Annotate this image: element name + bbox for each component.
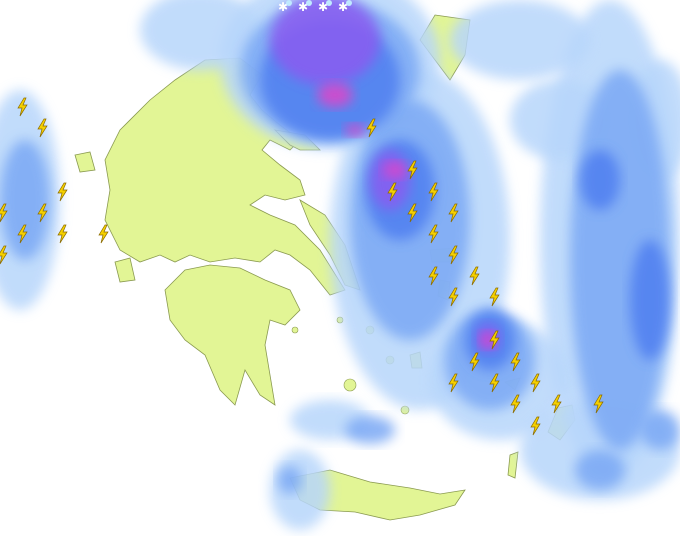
raindrop-icon xyxy=(326,0,332,6)
precipitation-area xyxy=(345,124,365,136)
precipitation-area xyxy=(640,410,680,450)
lightning-bolt-icon xyxy=(0,203,8,223)
precipitation-area xyxy=(270,450,330,530)
lightning-bolt-icon xyxy=(407,160,418,180)
lightning-bolt-icon xyxy=(469,266,480,286)
snowflake-icon: ✱ xyxy=(278,0,288,14)
peloponnese xyxy=(164,264,301,406)
lightning-bolt-icon xyxy=(428,182,439,202)
lightning-bolt-icon xyxy=(387,182,398,202)
precipitation-area xyxy=(580,150,620,210)
precipitation-area xyxy=(270,0,380,85)
lightning-bolt-icon xyxy=(469,352,480,372)
island xyxy=(343,378,357,392)
precipitation-area xyxy=(278,466,302,494)
lightning-bolt-icon xyxy=(0,245,8,265)
raindrop-icon xyxy=(306,0,312,6)
precipitation-area xyxy=(317,83,353,107)
lightning-bolt-icon xyxy=(366,118,377,138)
lightning-bolt-icon xyxy=(57,224,68,244)
lightning-bolt-icon xyxy=(407,203,418,223)
precipitation-area xyxy=(575,450,625,490)
lightning-bolt-icon xyxy=(510,352,521,372)
lightning-bolt-icon xyxy=(37,203,48,223)
raindrop-icon xyxy=(286,0,292,6)
precipitation-area xyxy=(345,416,395,444)
snowflake-icon: ✱ xyxy=(338,0,348,14)
precipitation-area xyxy=(383,162,407,178)
lightning-bolt-icon xyxy=(448,203,459,223)
precipitation-area xyxy=(0,140,50,260)
precipitation-area xyxy=(480,332,496,348)
lightning-bolt-icon xyxy=(489,330,500,350)
lightning-bolt-icon xyxy=(57,182,68,202)
island xyxy=(291,326,299,334)
lightning-bolt-icon xyxy=(448,245,459,265)
snow-rain-icon: ✱ xyxy=(298,0,312,14)
precipitation-area xyxy=(450,0,590,80)
lightning-bolt-icon xyxy=(448,287,459,307)
precipitation-area xyxy=(630,240,670,360)
snow-rain-icon: ✱ xyxy=(318,0,332,14)
lightning-bolt-icon xyxy=(428,266,439,286)
lightning-bolt-icon xyxy=(17,224,28,244)
snow-rain-icon: ✱ xyxy=(338,0,352,14)
lightning-bolt-icon xyxy=(37,118,48,138)
snow-rain-icon: ✱ xyxy=(278,0,292,14)
lightning-bolt-icon xyxy=(448,373,459,393)
snowflake-icon: ✱ xyxy=(298,0,308,14)
weather-icons-layer: ✱ ✱ ✱ ✱ xyxy=(0,0,604,436)
snowflake-icon: ✱ xyxy=(318,0,328,14)
kefalonia xyxy=(114,257,136,283)
lightning-bolt-icon xyxy=(489,373,500,393)
lightning-bolt-icon xyxy=(593,394,604,414)
lightning-bolt-icon xyxy=(510,394,521,414)
karpathos xyxy=(507,451,519,479)
lightning-bolt-icon xyxy=(489,287,500,307)
lightning-bolt-icon xyxy=(17,97,28,117)
lightning-bolt-icon xyxy=(98,224,109,244)
lightning-bolt-icon xyxy=(530,416,541,436)
lightning-bolt-icon xyxy=(551,394,562,414)
precipitation-area xyxy=(140,0,260,70)
lightning-bolt-icon xyxy=(530,373,541,393)
raindrop-icon xyxy=(346,0,352,6)
corfu xyxy=(74,151,96,173)
lightning-bolt-icon xyxy=(428,224,439,244)
